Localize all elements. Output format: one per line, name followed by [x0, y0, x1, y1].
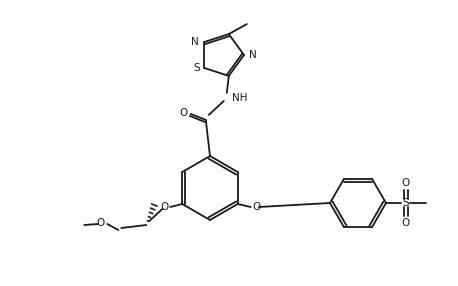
Text: N: N	[249, 50, 257, 60]
Text: NH: NH	[232, 93, 247, 103]
Text: O: O	[402, 178, 410, 188]
Text: O: O	[160, 202, 169, 212]
Text: N: N	[191, 37, 199, 47]
Text: O: O	[402, 218, 410, 228]
Text: O: O	[253, 202, 261, 212]
Text: O: O	[180, 108, 188, 118]
Text: O: O	[96, 218, 104, 228]
Text: S: S	[194, 63, 200, 73]
Text: S: S	[403, 198, 409, 208]
